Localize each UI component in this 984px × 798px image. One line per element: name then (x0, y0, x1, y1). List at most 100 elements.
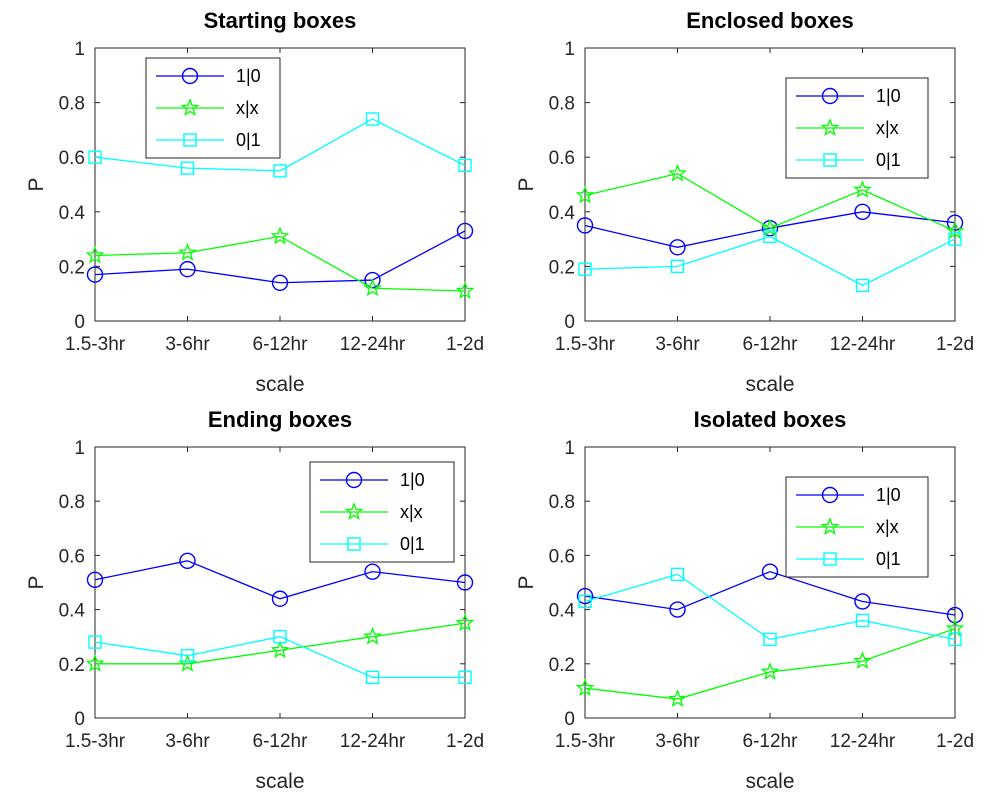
y-tick-label: 0.4 (549, 203, 576, 224)
x-tick-label: 1.5-3hr (555, 334, 616, 355)
legend-marker (821, 486, 839, 504)
series-square (578, 567, 962, 647)
legend-label: 1|0 (876, 485, 901, 505)
legend-marker (821, 87, 839, 105)
legend-label: x|x (876, 118, 899, 138)
legend-marker (823, 552, 837, 566)
series-square (88, 112, 472, 178)
data-point (363, 278, 382, 297)
y-tick-label: 0.8 (549, 492, 575, 513)
legend-label: 0|1 (876, 549, 901, 569)
x-axis-label: scale (745, 770, 794, 793)
data-point (668, 163, 687, 182)
series-line (94, 118, 466, 172)
subplot-3: 0 0.2 0.4 0.6 0.8 1 1.5-3hr 3-6hr 6-12hr 12-24hr 1… (25, 407, 484, 793)
data-point (273, 630, 287, 644)
data-point (85, 653, 105, 672)
legend-label: 1|0 (876, 86, 901, 106)
data-point (668, 689, 687, 707)
series-star (85, 226, 475, 299)
y-tick-label: 0.6 (59, 546, 85, 567)
y-tick-label: 0.2 (549, 655, 575, 676)
y-tick-label: 0.6 (59, 148, 85, 169)
data-point (363, 626, 382, 645)
chart-title: Isolated boxes (694, 407, 847, 432)
data-point (273, 164, 287, 178)
x-axis-label: scale (255, 373, 304, 396)
y-tick-label: 1 (74, 39, 85, 60)
data-point (179, 552, 196, 570)
data-point (270, 640, 290, 659)
series-line (94, 235, 466, 292)
x-tick-label: 1-2d (936, 731, 974, 752)
y-axis-label: P (25, 575, 48, 589)
data-point (180, 648, 195, 663)
data-point (270, 226, 290, 245)
data-point (760, 218, 780, 237)
x-tick-label: 6-12hr (743, 334, 799, 355)
legend-marker (180, 98, 200, 116)
data-point (578, 594, 592, 609)
legend-marker (820, 118, 840, 136)
y-tick-label: 1 (74, 438, 85, 459)
data-point (456, 222, 474, 240)
y-tick-label: 0.8 (549, 94, 575, 115)
y-tick-label: 1 (564, 438, 575, 459)
data-point (855, 278, 870, 293)
y-tick-label: 0.4 (59, 203, 86, 224)
y-tick-label: 0.8 (59, 94, 85, 115)
x-axis-label: scale (745, 373, 794, 396)
y-tick-label: 0.6 (549, 148, 575, 169)
data-point (455, 613, 475, 632)
series-star (575, 618, 965, 707)
legend: 1|0 x|x 0|1 (785, 476, 929, 578)
data-point (364, 563, 381, 580)
data-point (88, 635, 102, 649)
data-point (455, 281, 475, 299)
x-tick-label: 3-6hr (165, 334, 210, 355)
series-line (584, 172, 956, 232)
data-point (945, 618, 965, 637)
y-axis-label: P (515, 177, 538, 191)
data-point (576, 587, 594, 605)
legend: 1|0 x|x 0|1 (145, 57, 281, 159)
legend: 1|0 x|x 0|1 (309, 461, 455, 563)
y-tick-label: 0.4 (549, 601, 576, 622)
x-tick-label: 12-24hr (830, 731, 896, 752)
data-point (456, 574, 474, 591)
y-tick-label: 0.2 (59, 655, 85, 676)
x-tick-label: 1.5-3hr (555, 731, 616, 752)
y-tick-label: 0 (74, 312, 85, 333)
data-point (670, 259, 685, 274)
series-line (584, 627, 956, 700)
x-tick-label: 1-2d (446, 334, 484, 355)
y-tick-label: 0 (564, 709, 575, 730)
subplot-4: 0 0.2 0.4 0.6 0.8 1 1.5-3hr 3-6hr 6-12hr 12-24hr 1… (515, 407, 974, 793)
data-point (365, 112, 380, 126)
series-line (584, 573, 956, 641)
x-tick-label: 1.5-3hr (65, 731, 126, 752)
legend-marker (183, 133, 197, 147)
series-line (94, 636, 465, 678)
legend-marker (181, 67, 199, 85)
series-line (584, 570, 956, 616)
data-point (365, 670, 380, 685)
legend-label: 1|0 (236, 66, 261, 86)
data-point (763, 632, 777, 647)
legend-label: 0|1 (400, 534, 425, 554)
data-point (761, 563, 779, 580)
subplot-1: 0 0.2 0.4 0.6 0.8 1 1.5-3hr 3-6hr 6-12hr 12-24hr 1… (25, 8, 484, 396)
legend-label: 0|1 (876, 150, 901, 170)
data-point (945, 221, 965, 239)
y-axis-label: P (515, 575, 538, 589)
data-point (853, 180, 872, 198)
y-tick-label: 0.2 (549, 257, 575, 278)
x-tick-label: 3-6hr (655, 334, 700, 355)
data-point (948, 232, 962, 246)
x-tick-label: 12-24hr (340, 731, 406, 752)
data-point (760, 662, 780, 680)
data-point (576, 217, 594, 234)
data-point (855, 613, 870, 628)
y-tick-label: 0.8 (59, 492, 85, 513)
